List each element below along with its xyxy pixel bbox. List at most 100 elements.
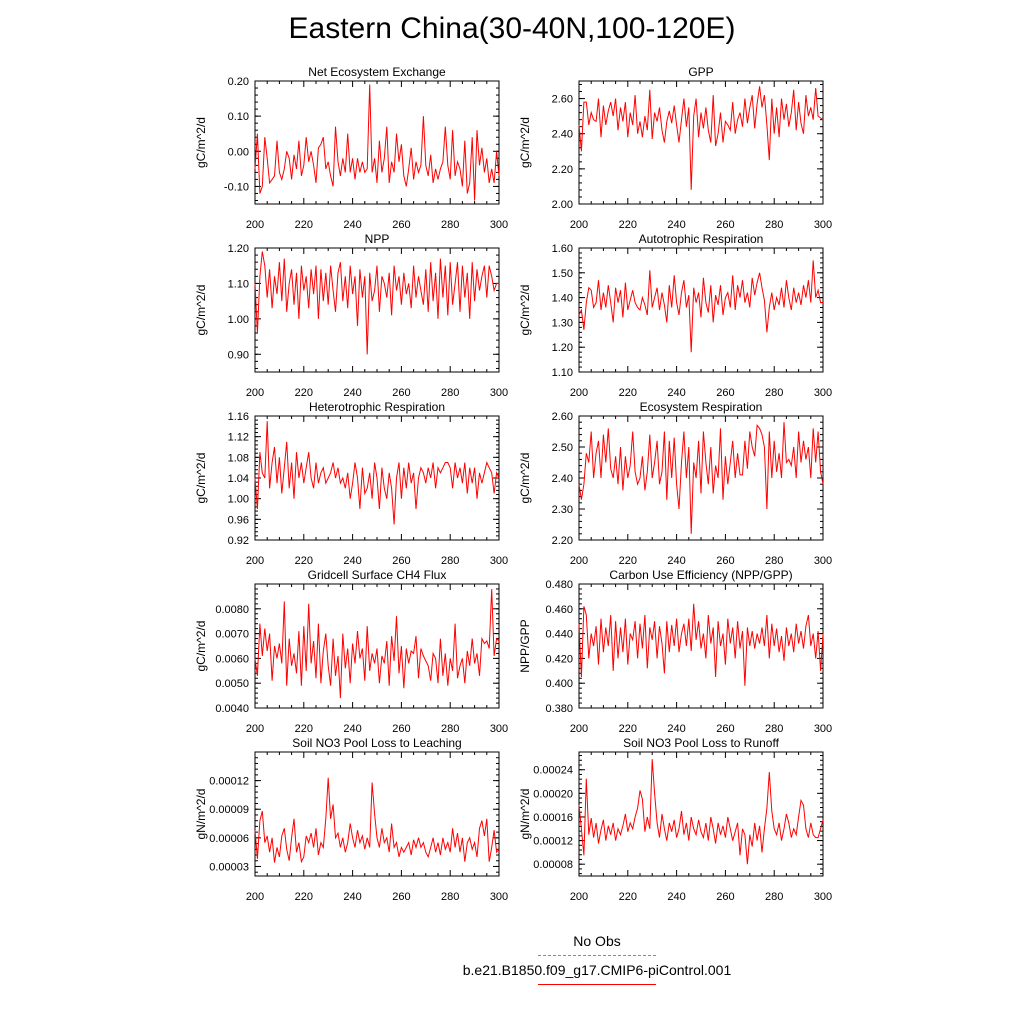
- x-tick-label: 260: [392, 219, 410, 231]
- series-line: [254, 777, 500, 864]
- y-tick-label: 0.00: [228, 146, 249, 158]
- y-tick-label: 0.420: [545, 653, 573, 665]
- x-tick-label: 240: [343, 555, 361, 567]
- y-axis-label: gC/m^2/d: [518, 453, 532, 504]
- x-tick-label: 200: [570, 555, 588, 567]
- x-tick-label: 240: [667, 891, 685, 903]
- y-tick-label: 0.00012: [209, 776, 249, 788]
- y-axis-label: gC/m^2/d: [518, 117, 532, 168]
- x-tick-label: 200: [570, 891, 588, 903]
- panel-6: Gridcell Surface CH4 Flux 200 220 240 260 280…: [194, 568, 508, 735]
- y-tick-label: 1.04: [228, 473, 249, 485]
- y-tick-label: 2.60: [552, 94, 573, 106]
- y-tick-label: 1.20: [552, 342, 573, 354]
- x-tick-label: 300: [814, 555, 832, 567]
- x-tick-label: 300: [814, 219, 832, 231]
- panel-2: NPP 200 220 240 260 280 300 0.90 1.00 1.10 1.20 gC/…: [194, 232, 508, 399]
- series-line: [578, 759, 824, 865]
- x-tick-label: 220: [619, 723, 637, 735]
- x-tick-label: 200: [246, 219, 264, 231]
- panel-title: Autotrophic Respiration: [639, 232, 764, 246]
- y-tick-label: 1.00: [228, 494, 249, 506]
- x-tick-label: 240: [667, 555, 685, 567]
- plot-frame: [578, 415, 824, 541]
- y-tick-label: 2.50: [552, 442, 573, 454]
- x-tick-label: 220: [295, 555, 313, 567]
- y-tick-label: 0.460: [545, 604, 573, 616]
- panel-8: Soil NO3 Pool Loss to Leaching 200 220 240 2…: [194, 736, 508, 903]
- panel-7: Carbon Use Efficiency (NPP/GPP) 200 220 240…: [518, 568, 832, 735]
- x-tick-label: 260: [716, 555, 734, 567]
- series-line: [254, 588, 500, 699]
- y-tick-label: 0.0080: [215, 604, 249, 616]
- x-tick-label: 260: [392, 891, 410, 903]
- x-tick-label: 220: [619, 891, 637, 903]
- series-line: [254, 421, 500, 525]
- y-tick-label: 0.0070: [215, 629, 249, 641]
- panel-5: Ecosystem Respiration 200 220 240 260 280 300 2…: [518, 400, 832, 567]
- y-tick-label: 2.00: [552, 199, 573, 211]
- x-tick-label: 240: [667, 219, 685, 231]
- y-tick-label: 1.20: [228, 243, 249, 255]
- panel-title: NPP: [365, 232, 390, 246]
- panel-title: Net Ecosystem Exchange: [308, 65, 446, 79]
- x-tick-label: 300: [490, 891, 508, 903]
- y-axis-label: gN/m^2/d: [194, 789, 208, 840]
- y-tick-label: 0.92: [228, 535, 249, 547]
- x-tick-label: 260: [392, 723, 410, 735]
- x-tick-label: 200: [246, 387, 264, 399]
- y-tick-label: 1.30: [552, 317, 573, 329]
- x-tick-label: 260: [716, 387, 734, 399]
- x-tick-label: 260: [392, 555, 410, 567]
- y-axis-label: gN/m^2/d: [518, 789, 532, 840]
- x-tick-label: 240: [667, 387, 685, 399]
- x-tick-label: 200: [246, 723, 264, 735]
- x-tick-label: 220: [619, 555, 637, 567]
- x-tick-label: 300: [814, 723, 832, 735]
- x-tick-label: 300: [490, 555, 508, 567]
- series-line: [578, 86, 824, 190]
- y-tick-label: 0.90: [228, 349, 249, 361]
- y-tick-label: 0.00024: [533, 765, 573, 777]
- x-tick-label: 300: [490, 387, 508, 399]
- x-tick-label: 240: [343, 387, 361, 399]
- y-tick-label: 1.50: [552, 268, 573, 280]
- x-tick-label: 300: [814, 891, 832, 903]
- y-tick-label: 0.00016: [533, 812, 573, 824]
- x-tick-label: 280: [441, 891, 459, 903]
- y-tick-label: 1.12: [228, 432, 249, 444]
- x-tick-label: 240: [667, 723, 685, 735]
- legend-model-label: b.e21.B1850.f09_g17.CMIP6-piControl.001: [462, 962, 732, 978]
- y-tick-label: 1.40: [552, 293, 573, 305]
- series-line: [578, 260, 823, 353]
- y-tick-label: 0.20: [228, 76, 249, 88]
- panel-1: GPP 200 220 240 260 280 300 2.00 2.20 2.40 2.60 gC/…: [518, 65, 832, 231]
- plot-frame: [254, 583, 500, 709]
- legend-model-line: [538, 984, 656, 985]
- x-tick-label: 280: [765, 387, 783, 399]
- x-tick-label: 280: [441, 555, 459, 567]
- x-tick-label: 280: [765, 219, 783, 231]
- y-tick-label: -0.10: [224, 181, 249, 193]
- x-tick-label: 260: [392, 387, 410, 399]
- x-tick-label: 220: [295, 891, 313, 903]
- x-tick-label: 280: [765, 891, 783, 903]
- series-line: [578, 603, 824, 686]
- y-axis-label: gC/m^2/d: [194, 285, 208, 336]
- y-tick-label: 1.60: [552, 243, 573, 255]
- y-axis-label: gC/m^2/d: [194, 117, 208, 168]
- x-tick-label: 200: [570, 219, 588, 231]
- series-line: [254, 251, 499, 355]
- legend-obs-line: [538, 955, 656, 956]
- y-axis-label: NPP/GPP: [518, 619, 532, 672]
- y-tick-label: 0.00008: [533, 859, 573, 871]
- y-tick-label: 0.0050: [215, 678, 249, 690]
- y-tick-label: 1.00: [228, 314, 249, 326]
- y-tick-label: 0.00003: [209, 861, 249, 873]
- plot-frame: [254, 751, 500, 877]
- y-tick-label: 0.400: [545, 678, 573, 690]
- x-tick-label: 200: [570, 387, 588, 399]
- panel-title: Soil NO3 Pool Loss to Leaching: [292, 736, 461, 750]
- x-tick-label: 200: [246, 555, 264, 567]
- y-tick-label: 0.00006: [209, 833, 249, 845]
